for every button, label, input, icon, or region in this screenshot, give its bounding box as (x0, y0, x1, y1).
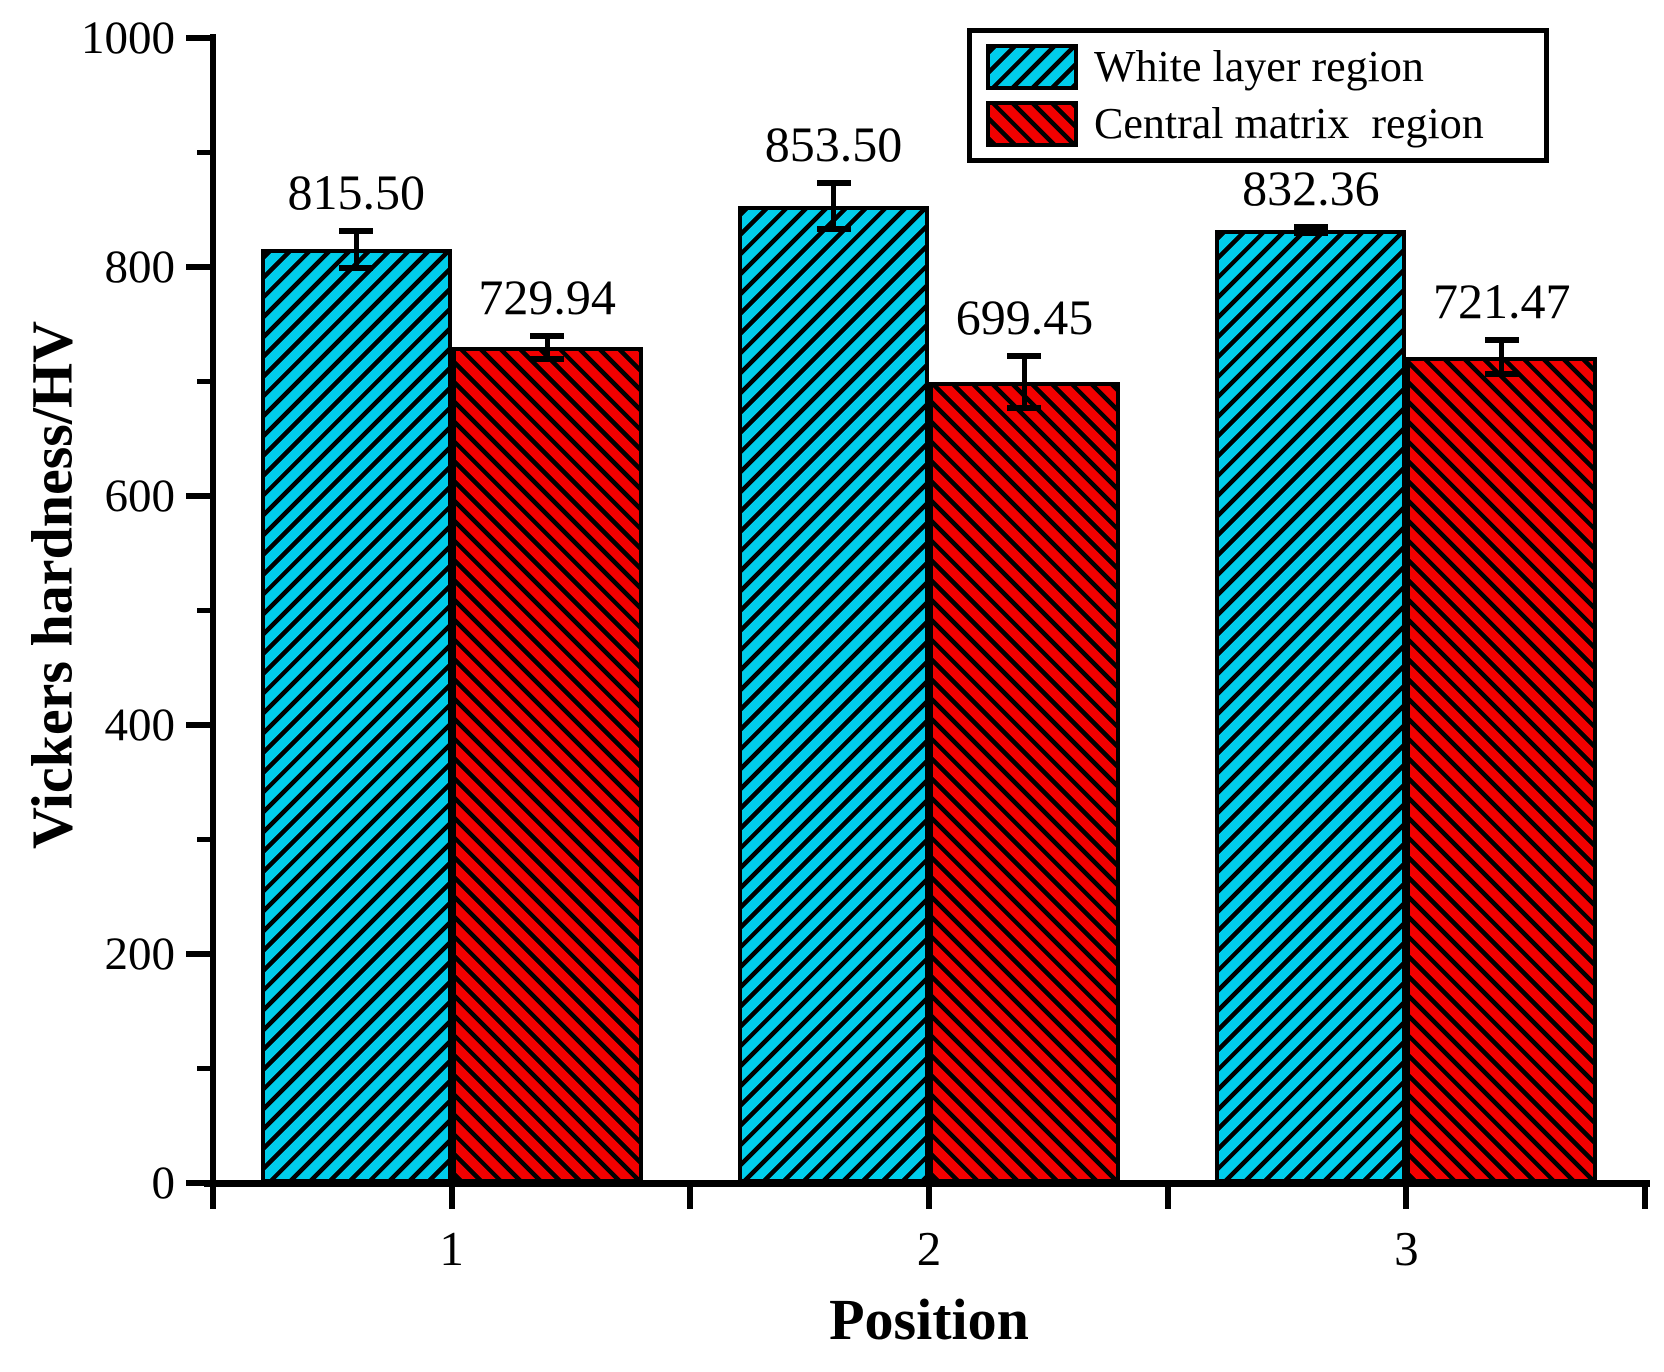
error-bar-white-layer-1 (339, 227, 374, 271)
value-label-white-layer-1: 815.50 (287, 163, 425, 220)
value-label-central-matrix-3: 721.47 (1433, 272, 1571, 329)
y-tick-minor (197, 608, 213, 613)
y-tick-minor (197, 837, 213, 842)
x-tick-label: 1 (439, 1221, 464, 1276)
error-bar-stem (544, 332, 550, 362)
bar-central-matrix-3 (1406, 356, 1598, 1183)
y-tick-major (186, 951, 213, 957)
x-tick-label: 3 (1394, 1221, 1419, 1276)
legend-swatch-central-matrix (986, 101, 1078, 147)
bar-white-layer-2 (738, 205, 929, 1183)
legend-label-central-matrix: Central matrix region (1094, 99, 1484, 148)
y-tick-major (186, 35, 213, 41)
bar-central-matrix-2 (929, 382, 1120, 1183)
y-tick-major (186, 722, 213, 728)
y-tick-major (186, 264, 213, 270)
value-label-central-matrix-1: 729.94 (478, 268, 616, 325)
x-axis-title: Position (829, 1287, 1029, 1352)
y-axis-line (210, 34, 216, 1187)
bar-white-layer-1 (260, 249, 452, 1183)
value-label-central-matrix-2: 699.45 (955, 288, 1094, 345)
y-tick-label: 400 (104, 699, 176, 751)
y-axis-title: Vickers hardness/HV (19, 321, 85, 849)
error-bar-white-layer-2 (816, 179, 851, 232)
legend-item-central-matrix: Central matrix region (986, 100, 1544, 148)
y-tick-major (186, 1180, 213, 1186)
x-tick (1164, 1187, 1171, 1209)
x-tick-label: 2 (916, 1221, 942, 1276)
y-tick-label: 800 (104, 241, 176, 293)
legend-label-white-layer: White layer region (1094, 42, 1424, 91)
x-tick (1642, 1187, 1648, 1209)
x-tick (210, 1187, 216, 1209)
error-bar-stem (1308, 224, 1314, 236)
error-bar-central-matrix-3 (1484, 336, 1519, 378)
value-label-white-layer-3: 832.36 (1242, 160, 1380, 217)
x-axis-line (204, 1180, 1650, 1187)
error-bar-stem (1499, 336, 1505, 378)
y-tick-label: 200 (104, 928, 176, 980)
legend-item-white-layer: White layer region (986, 43, 1544, 91)
y-tick-minor (197, 379, 213, 384)
y-tick-major (186, 493, 213, 499)
legend: White layer region Central matrix region (967, 28, 1549, 163)
y-tick-minor (197, 1066, 213, 1071)
bar-white-layer-3 (1215, 229, 1407, 1183)
y-tick-label: 600 (104, 470, 176, 522)
error-bar-stem (1021, 352, 1027, 412)
error-bar-stem (353, 227, 359, 271)
error-bar-white-layer-3 (1293, 224, 1328, 236)
x-tick (687, 1187, 694, 1209)
error-bar-central-matrix-2 (1007, 352, 1042, 412)
x-tick (1403, 1187, 1410, 1209)
y-tick-minor (197, 150, 213, 155)
error-bar-stem (831, 179, 837, 232)
error-bar-central-matrix-1 (530, 332, 565, 362)
legend-swatch-white-layer (986, 44, 1078, 90)
plot-area: 0 200 400 600 800 1000 1 2 3 815.50 853.50 832.36 72… (81, 12, 1650, 1276)
x-tick (926, 1187, 932, 1209)
x-tick (448, 1187, 455, 1209)
y-tick-label: 1000 (81, 12, 175, 64)
value-label-white-layer-2: 853.50 (764, 115, 903, 172)
y-tick-label: 0 (151, 1157, 176, 1209)
bar-central-matrix-1 (451, 347, 643, 1183)
